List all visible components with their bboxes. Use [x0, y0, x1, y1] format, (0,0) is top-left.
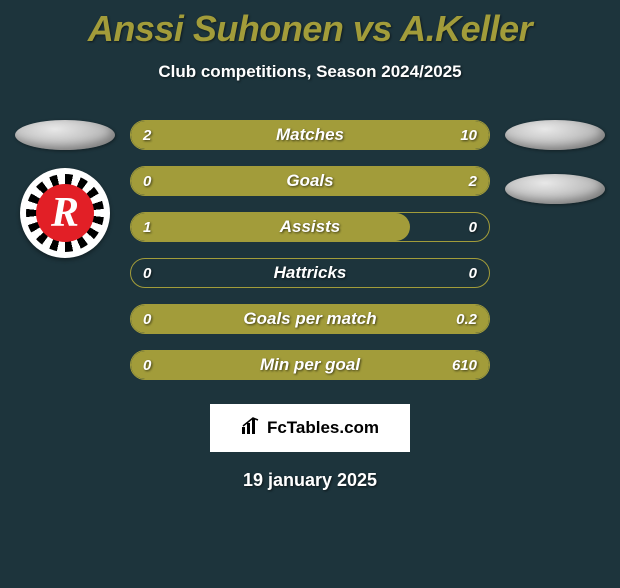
bar-label: Goals per match — [131, 305, 489, 333]
bar-label: Goals — [131, 167, 489, 195]
player-photo-placeholder-right — [505, 120, 605, 150]
stat-bar: 0610Min per goal — [130, 350, 490, 380]
chart-icon — [241, 417, 261, 440]
club-logo-inner: R — [36, 184, 94, 242]
stat-bar: 10Assists — [130, 212, 490, 242]
left-side: R — [10, 120, 120, 396]
bar-label: Assists — [131, 213, 489, 241]
attribution-text: FcTables.com — [267, 418, 379, 438]
club-logo-placeholder-right — [505, 174, 605, 204]
stat-bar: 02Goals — [130, 166, 490, 196]
player-photo-placeholder-left — [15, 120, 115, 150]
stat-bars: 210Matches 02Goals 10Assists 00Hattricks 00.… — [120, 120, 500, 396]
bar-label: Hattricks — [131, 259, 489, 287]
club-logo-letter: R — [51, 189, 79, 237]
stat-bar: 00Hattricks — [130, 258, 490, 288]
snapshot-date: 19 january 2025 — [0, 470, 620, 491]
comparison-title: Anssi Suhonen vs A.Keller — [0, 8, 620, 50]
attribution-badge: FcTables.com — [210, 404, 410, 452]
right-side — [500, 120, 610, 396]
bar-label: Matches — [131, 121, 489, 149]
stat-bar: 210Matches — [130, 120, 490, 150]
stat-bar: 00.2Goals per match — [130, 304, 490, 334]
comparison-subtitle: Club competitions, Season 2024/2025 — [0, 62, 620, 82]
club-logo-left: R — [20, 168, 110, 258]
bar-label: Min per goal — [131, 351, 489, 379]
comparison-content: R 210Matches 02Goals 10Assists 00Hattricks 0… — [0, 120, 620, 396]
